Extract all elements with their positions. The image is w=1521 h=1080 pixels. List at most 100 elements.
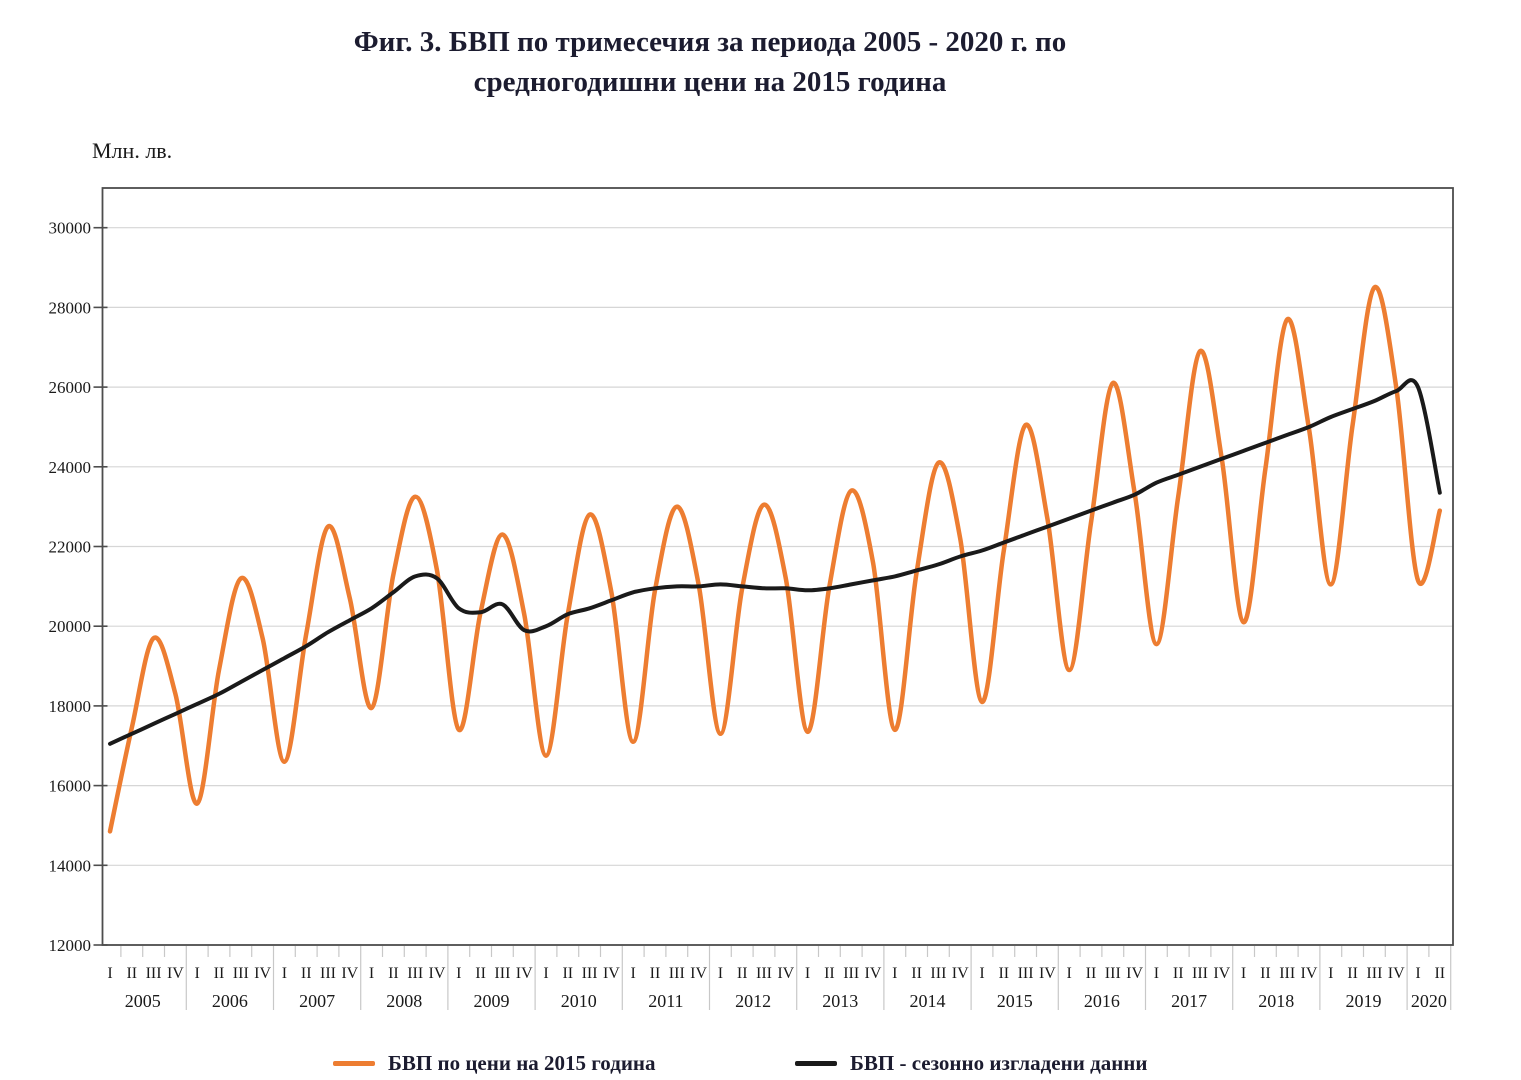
year-label: 2012 [735,991,771,1011]
y-tick-label: 24000 [49,458,92,477]
quarter-tick-label: II [1086,965,1097,982]
series-line-gdp-2015-prices [107,285,1443,834]
series-line-gdp-seasonally-adjusted [108,378,1442,746]
legend-swatch-nsa [333,1060,375,1066]
year-label: 2009 [474,991,510,1011]
year-label: 2018 [1258,991,1294,1011]
quarter-tick-label: I [979,965,984,982]
quarter-tick-label: I [195,965,200,982]
plot-frame [101,187,1454,946]
quarter-tick-label: I [1415,965,1420,982]
quarter-tick-label: II [650,965,661,982]
quarter-tick-label: IV [254,965,271,982]
quarter-tick-label: IV [429,965,446,982]
quarter-tick-label: IV [865,965,882,982]
y-tick-label: 12000 [49,936,92,955]
year-label: 2006 [212,991,248,1011]
quarter-tick-label: IV [603,965,620,982]
year-label: 2010 [561,991,597,1011]
year-label: 2011 [648,991,683,1011]
quarter-tick-label: IV [952,965,969,982]
quarter-tick-label: II [388,965,399,982]
quarter-tick-label: III [1105,965,1121,982]
quarter-tick-label: I [892,965,897,982]
quarter-tick-label: II [737,965,748,982]
quarter-tick-label: III [494,965,510,982]
y-tick-label: 18000 [49,697,92,716]
chart-title: Фиг. 3. БВП по тримесечия за периода 200… [0,22,1420,102]
quarter-tick-label: II [1173,965,1184,982]
quarter-tick-label: I [369,965,374,982]
quarter-tick-label: I [805,965,810,982]
y-tick-label: 30000 [49,219,92,238]
quarter-tick-label: I [543,965,548,982]
quarter-tick-label: IV [341,965,358,982]
quarter-tick-label: II [1260,965,1271,982]
quarter-tick-label: III [1366,965,1382,982]
legend-label-nsa: БВП по цени на 2015 година [388,1050,656,1075]
chart-title-line1: Фиг. 3. БВП по тримесечия за периода 200… [353,26,1067,58]
quarter-tick-label: II [126,965,137,982]
year-label: 2017 [1171,991,1207,1011]
year-label: 2007 [299,991,335,1011]
quarter-tick-label: II [911,965,922,982]
quarter-tick-label: IV [690,965,707,982]
chart-title-line2: средногодишни цени на 2015 година [473,66,947,98]
quarter-tick-label: III [1279,965,1295,982]
quarter-tick-label: I [107,965,112,982]
year-label: 2019 [1346,991,1382,1011]
quarter-tick-label: II [214,965,225,982]
quarter-tick-label: I [631,965,636,982]
quarter-tick-label: I [1154,965,1159,982]
quarter-tick-label: III [669,965,685,982]
quarter-tick-label: IV [1213,965,1230,982]
year-label: 2008 [386,991,422,1011]
quarter-tick-label: I [718,965,723,982]
quarter-tick-label: IV [1039,965,1056,982]
quarter-tick-label: IV [516,965,533,982]
quarter-tick-label: I [456,965,461,982]
quarter-tick-label: III [930,965,946,982]
quarter-tick-label: III [320,965,336,982]
year-label: 2014 [910,991,946,1011]
year-label: 2020 [1411,991,1447,1011]
quarter-tick-label: III [1018,965,1034,982]
legend-swatch-sa [795,1060,837,1066]
legend-item-sa: БВП - сезонно изгладени данни [795,1046,1148,1080]
y-tick-label: 22000 [49,538,92,557]
y-tick-label: 20000 [49,617,92,636]
quarter-tick-label: III [233,965,249,982]
y-axis-unit: Млн. лв. [92,138,173,163]
y-tick-label: 16000 [49,777,92,796]
y-tick-label: 28000 [49,298,92,317]
year-label: 2005 [125,991,161,1011]
quarter-tick-label: II [1434,965,1445,982]
quarter-tick-label: III [146,965,162,982]
quarter-tick-label: II [562,965,573,982]
quarter-tick-label: IV [777,965,794,982]
quarter-tick-label: III [843,965,859,982]
quarter-tick-label: II [475,965,486,982]
quarter-tick-label: IV [1388,965,1405,982]
quarter-tick-label: III [407,965,423,982]
year-label: 2013 [822,991,858,1011]
legend-label-sa: БВП - сезонно изгладени данни [850,1050,1148,1075]
legend-item-nsa: БВП по цени на 2015 година [333,1046,656,1080]
quarter-tick-label: III [1192,965,1208,982]
quarter-tick-label: IV [1301,965,1318,982]
quarter-tick-label: IV [1126,965,1143,982]
quarter-tick-label: I [1241,965,1246,982]
quarter-tick-label: IV [167,965,184,982]
y-tick-label: 26000 [49,378,92,397]
quarter-tick-label: III [582,965,598,982]
quarter-tick-label: I [1328,965,1333,982]
year-label: 2016 [1084,991,1120,1011]
quarter-tick-label: II [998,965,1009,982]
year-label: 2015 [997,991,1033,1011]
quarter-tick-label: II [301,965,312,982]
quarter-tick-label: I [1067,965,1072,982]
y-tick-label: 14000 [49,856,92,875]
quarter-tick-label: I [282,965,287,982]
quarter-tick-label: II [824,965,835,982]
